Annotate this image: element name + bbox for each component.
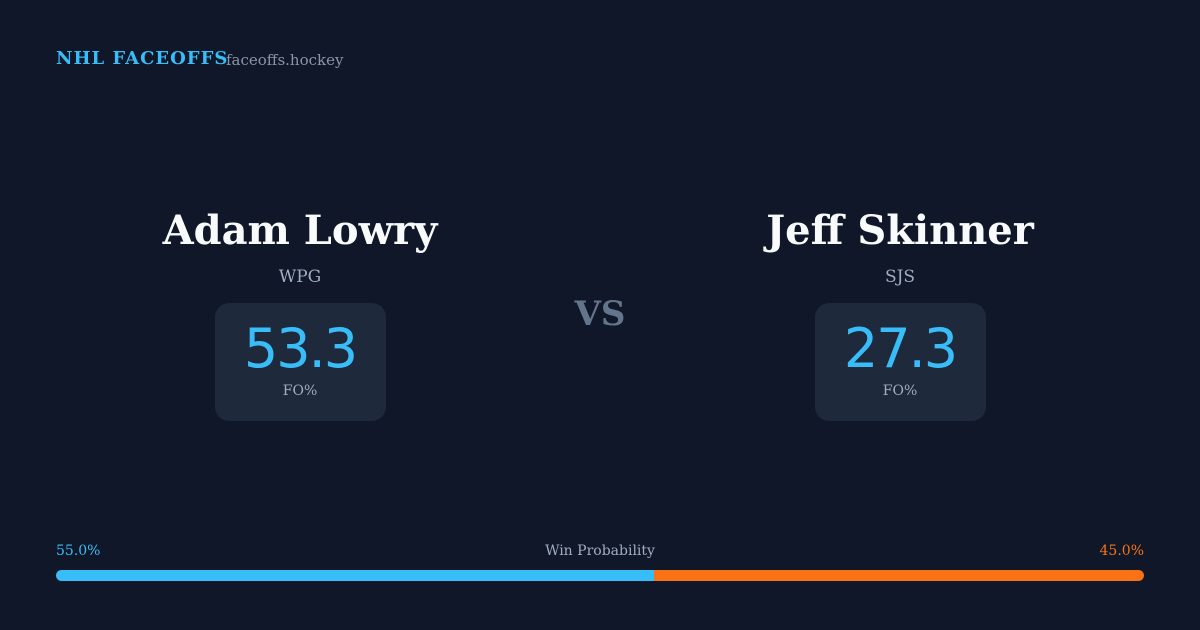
win-prob-right: 45.0% bbox=[1099, 543, 1144, 559]
win-prob-segment bbox=[654, 570, 1144, 581]
site-name: faceoffs.hockey bbox=[226, 51, 344, 69]
win-prob-segment bbox=[56, 570, 655, 581]
win-prob-left: 55.0% bbox=[56, 543, 101, 559]
brand-title: NHL FACEOFFS bbox=[56, 48, 229, 69]
player-name: Jeff Skinner bbox=[766, 207, 1034, 254]
stat-value: 27.3 bbox=[843, 317, 958, 380]
stat-value: 53.3 bbox=[243, 317, 358, 380]
stat-label: FO% bbox=[882, 383, 918, 399]
stat-box: 27.3 FO% bbox=[814, 303, 986, 421]
player-team: SJS bbox=[884, 267, 916, 287]
stat-label: FO% bbox=[282, 383, 318, 399]
win-prob-bar bbox=[56, 570, 1144, 581]
player-card: Jeff Skinner SJS 27.3 FO% bbox=[700, 205, 1100, 421]
win-prob-title: Win Probability bbox=[545, 543, 655, 559]
player-name: Adam Lowry bbox=[162, 207, 438, 254]
player-team: WPG bbox=[278, 267, 322, 287]
player-card: Adam Lowry WPG 53.3 FO% bbox=[100, 205, 500, 421]
stat-box: 53.3 FO% bbox=[214, 303, 386, 421]
vs-label: VS bbox=[574, 294, 626, 334]
